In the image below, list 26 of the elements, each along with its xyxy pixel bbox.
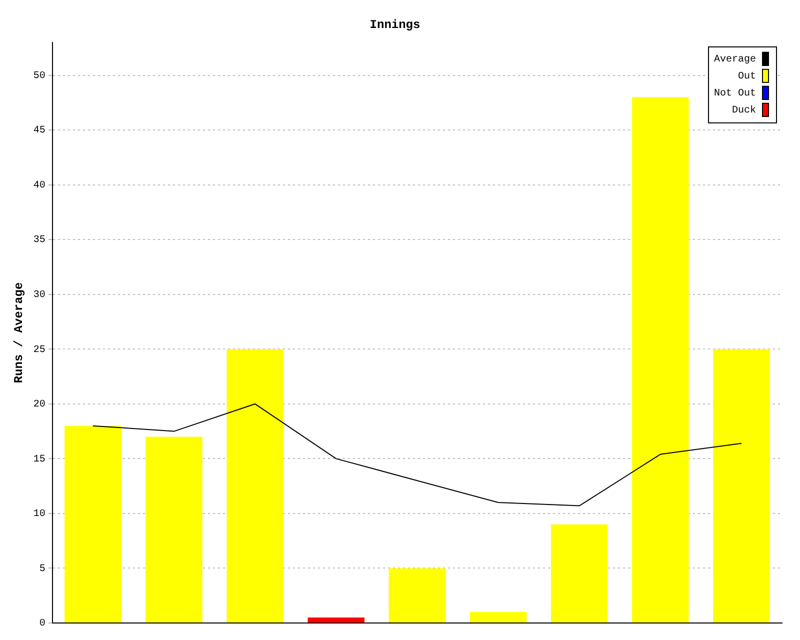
bar <box>713 349 770 622</box>
legend-label: Average <box>714 54 756 66</box>
y-tick-label: 40 <box>33 180 46 192</box>
bar <box>550 524 608 622</box>
y-tick-label: 50 <box>33 70 46 82</box>
bar <box>64 426 122 622</box>
bar <box>470 612 527 622</box>
y-axis-title: Runs / Average <box>12 282 26 384</box>
bar <box>146 436 202 622</box>
legend-label: Out <box>738 72 756 83</box>
legend-label: Not Out <box>714 88 756 100</box>
legend-label: Duck <box>732 104 756 117</box>
y-tick-label: 20 <box>33 400 46 411</box>
y-tick-label: 0 <box>39 618 46 630</box>
y-tick-label: 10 <box>33 509 46 520</box>
bar <box>632 97 689 622</box>
bar <box>226 349 284 622</box>
y-tick-label: 15 <box>33 454 46 466</box>
y-tick-label: 25 <box>33 344 46 356</box>
y-tick-label: 30 <box>33 290 46 301</box>
y-tick-label: 35 <box>33 235 46 246</box>
bar <box>308 618 365 622</box>
chart-title: Innings <box>370 18 420 32</box>
y-tick-label: 5 <box>39 564 46 575</box>
bar <box>388 568 446 622</box>
y-tick-label: 45 <box>33 126 46 137</box>
